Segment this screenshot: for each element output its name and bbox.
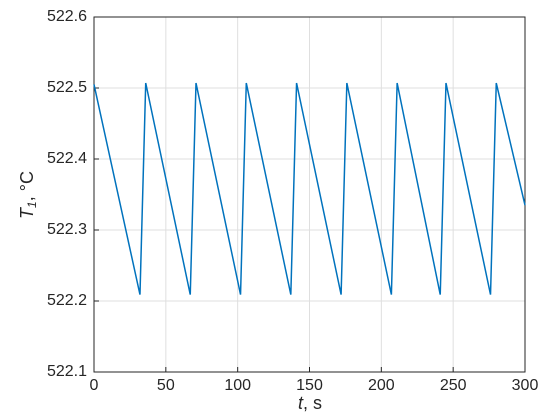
y-tick-label: 522.5	[47, 79, 87, 96]
x-tick-label: 50	[157, 377, 175, 394]
y-tick-label: 522.3	[47, 221, 87, 238]
x-label-unit: , s	[303, 393, 322, 413]
y-label-unit: , °C	[17, 171, 37, 201]
x-tick-label: 0	[90, 377, 99, 394]
y-label-symbol: T	[17, 206, 37, 219]
x-tick-label: 300	[512, 377, 539, 394]
x-tick-label: 100	[224, 377, 251, 394]
x-label-symbol: t	[298, 393, 304, 413]
x-axis-label: t, s	[298, 393, 322, 413]
y-label-subscript: 1	[25, 201, 39, 208]
axes-box	[93, 16, 526, 373]
x-tick-label: 150	[296, 377, 323, 394]
data-line	[93, 82, 526, 295]
x-tick-label: 200	[368, 377, 395, 394]
y-tick-label: 522.4	[47, 150, 87, 167]
y-tick-label: 522.2	[47, 292, 87, 309]
y-axis-label: T1, °C	[17, 171, 39, 219]
y-tick-label: 522.1	[47, 363, 87, 380]
x-tick-label: 250	[440, 377, 467, 394]
y-tick-label: 522.6	[47, 8, 87, 25]
